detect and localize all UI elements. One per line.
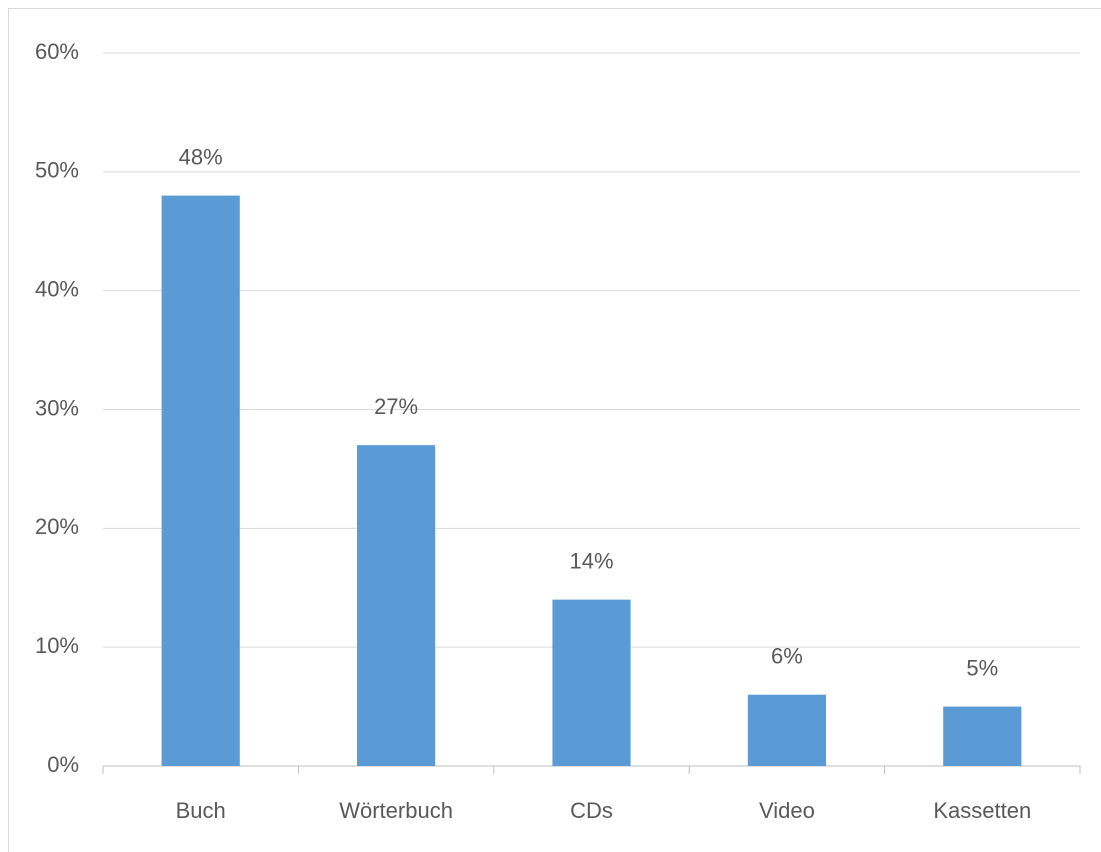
bar [357,445,436,766]
y-tick-label: 40% [35,276,79,301]
x-tick-label: Video [759,798,815,823]
x-tick-label: Buch [176,798,226,823]
data-label: 27% [374,394,418,419]
chart-frame [8,8,1101,852]
data-label: 6% [771,644,803,669]
data-label: 48% [179,144,223,169]
y-tick-label: 20% [35,514,79,539]
y-tick-label: 10% [35,633,79,658]
y-tick-label: 50% [35,158,79,183]
data-label: 14% [569,548,613,573]
y-tick-label: 60% [35,39,79,64]
x-tick-label: Wörterbuch [339,798,453,823]
y-tick-label: 30% [35,395,79,420]
x-tick-label: Kassetten [933,798,1031,823]
bar [552,599,631,766]
bar [943,706,1022,766]
x-tick-label: CDs [570,798,613,823]
data-label: 5% [966,655,998,680]
bar [161,195,240,767]
bar [747,694,826,766]
y-tick-label: 0% [47,752,79,777]
